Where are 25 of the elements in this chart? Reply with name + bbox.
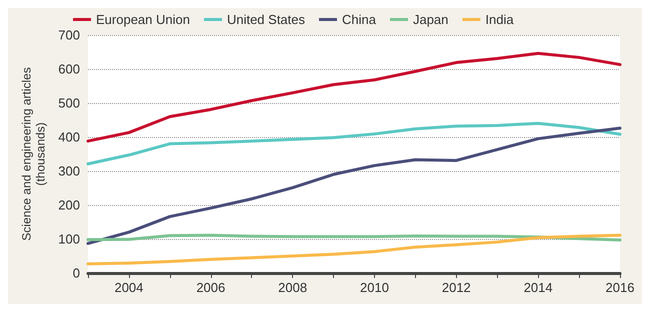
y-tick-label: 200 — [58, 198, 80, 212]
legend-label: Japan — [412, 12, 448, 27]
y-tick-label: 100 — [58, 232, 80, 246]
line-series — [86, 234, 622, 266]
x-tick-label: 2010 — [360, 280, 389, 295]
line-series — [86, 52, 622, 143]
y-axis-title: Science and engineering articles (thousands) — [19, 67, 48, 241]
y-tick-label: 500 — [58, 96, 80, 110]
x-tick-label: 2006 — [196, 280, 226, 295]
legend-label: India — [485, 12, 514, 27]
legend-label: European Union — [96, 12, 190, 27]
x-tick-label: 2016 — [606, 280, 634, 295]
x-tick-label: 2008 — [278, 280, 308, 295]
y-tick-label: 300 — [58, 164, 80, 178]
y-tick-label: 0 — [72, 266, 80, 280]
legend-label: China — [342, 12, 377, 27]
legend-label: United States — [226, 12, 306, 27]
line-series — [86, 126, 622, 245]
x-tick-label: 2014 — [524, 280, 553, 295]
y-tick-label: 600 — [58, 62, 80, 76]
x-tick-label: 2004 — [114, 280, 144, 295]
x-tick-label: 2012 — [442, 280, 471, 295]
y-tick-label: 400 — [58, 130, 80, 144]
line-series — [86, 122, 622, 166]
y-tick-label: 700 — [58, 28, 80, 42]
